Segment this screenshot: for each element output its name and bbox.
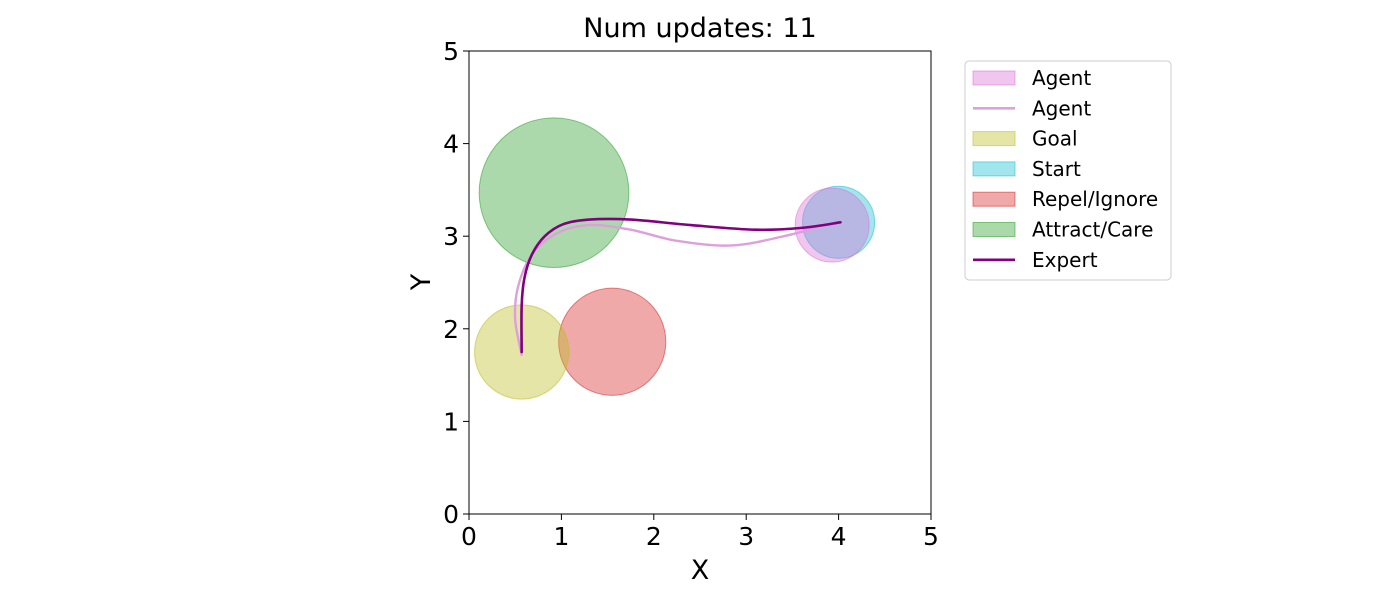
y-tick-label: 5: [443, 37, 459, 66]
plot-frame: [468, 50, 932, 515]
x-tick-label: 5: [923, 522, 939, 551]
legend-item-agent-patch: Agent: [972, 66, 1091, 90]
y-tick-label: 3: [443, 222, 459, 251]
legend-item-repel-ignore-patch: Repel/Ignore: [972, 187, 1158, 211]
legend-swatch: [972, 191, 1016, 207]
circles-layer: [474, 117, 876, 400]
legend-item-expert-line: Expert: [973, 248, 1098, 272]
legend-label: Agent: [1032, 96, 1091, 120]
legend-swatch: [972, 70, 1016, 86]
attract-care-circle: [478, 117, 630, 269]
agent-trajectory-line: [513, 223, 826, 356]
y-axis-label: Y: [406, 273, 437, 291]
ticks-layer: 0 1 2 3 4 5 0 1 2 3 4 5: [443, 37, 939, 551]
expert-trajectory-line: [520, 217, 842, 354]
legend: Agent Agent Goal Start Repel/Ignore Attract/C…: [964, 60, 1172, 281]
y-tick-label: 4: [443, 130, 459, 159]
x-tick-label: 4: [831, 522, 847, 551]
legend-item-goal-patch: Goal: [972, 127, 1078, 151]
legend-swatch: [972, 131, 1016, 147]
plot-area: 0 1 2 3 4 5 0 1 2 3 4 5: [443, 37, 939, 551]
legend-frame: [964, 60, 1172, 281]
x-tick-label: 2: [646, 522, 662, 551]
repel-ignore-circle: [558, 287, 667, 396]
chart-title: Num updates: 11: [583, 13, 816, 44]
x-tick-label: 3: [738, 522, 754, 551]
legend-swatch: [972, 222, 1016, 237]
legend-item-start-patch: Start: [972, 157, 1081, 181]
x-axis-label: X: [691, 555, 710, 586]
legend-label: Attract/Care: [1032, 218, 1153, 242]
y-tick-label: 0: [443, 500, 459, 529]
legend-label: Goal: [1032, 127, 1078, 151]
x-tick-label: 0: [461, 522, 477, 551]
lines-layer: [513, 217, 842, 356]
y-tick-label: 1: [443, 407, 459, 436]
x-tick-label: 1: [553, 522, 569, 551]
legend-label: Repel/Ignore: [1032, 187, 1158, 211]
agent-circle: [794, 187, 870, 263]
legend-item-agent-line: Agent: [973, 96, 1091, 120]
legend-label: Start: [1032, 157, 1081, 181]
legend-item-attract-care-patch: Attract/Care: [972, 218, 1153, 242]
legend-label: Expert: [1032, 248, 1098, 272]
legend-swatch: [972, 161, 1016, 177]
legend-label: Agent: [1032, 66, 1091, 90]
y-tick-label: 2: [443, 315, 459, 344]
